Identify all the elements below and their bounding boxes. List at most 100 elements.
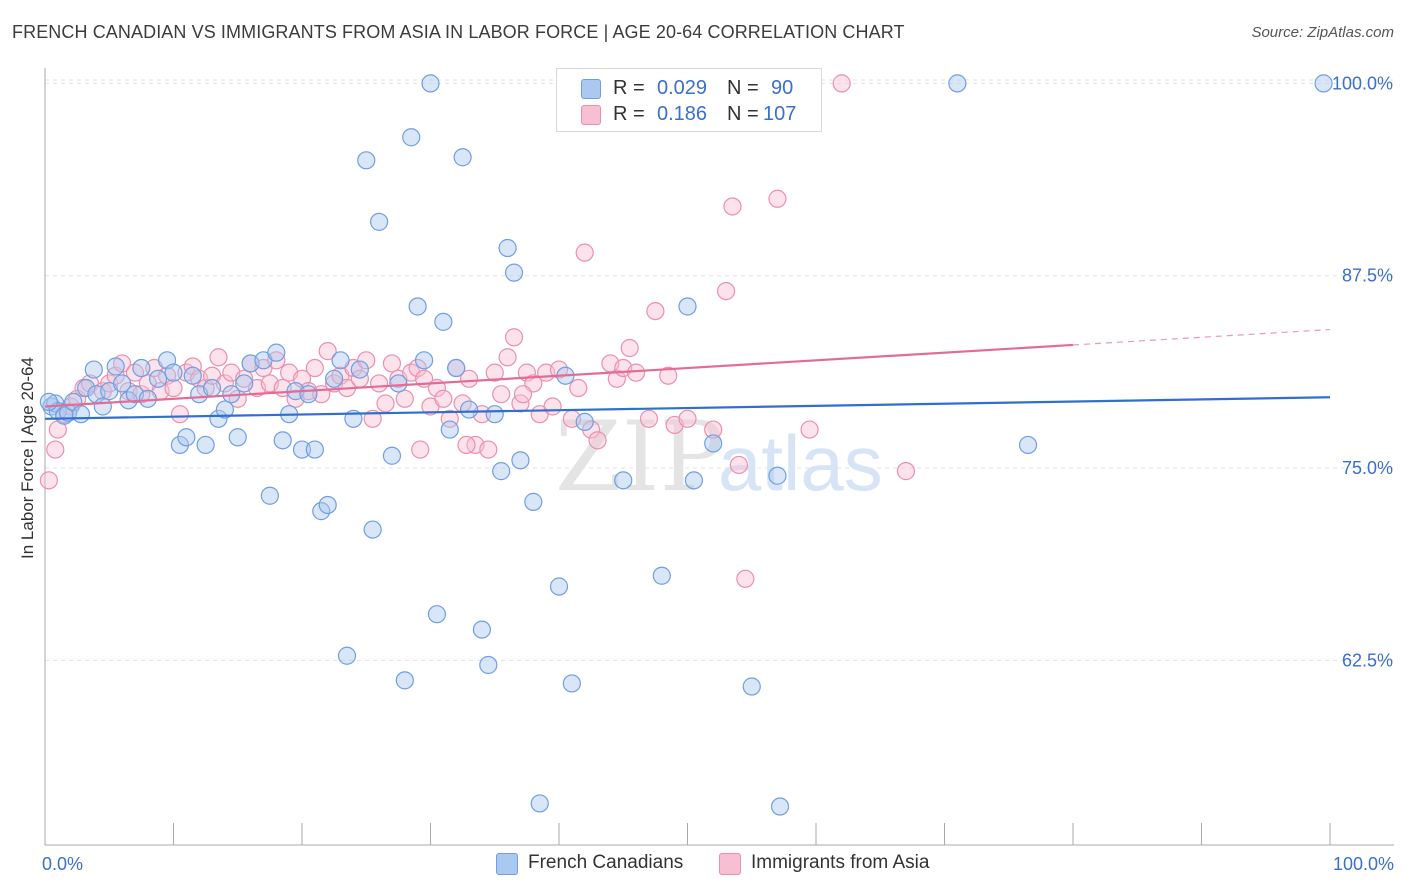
point-french-canadians [363, 520, 382, 539]
point-immigrants-from-asia [457, 435, 476, 455]
legend-n-value: 90 [771, 77, 794, 99]
point-french-canadians [440, 420, 459, 439]
point-immigrants-from-asia [363, 409, 382, 428]
point-immigrants-from-asia [626, 363, 646, 382]
point-immigrants-from-asia [800, 420, 819, 439]
point-french-canadians [678, 297, 697, 316]
point-immigrants-from-asia [434, 389, 453, 408]
legend-r-value: 0.186 [657, 103, 708, 125]
point-french-canadians [106, 357, 125, 376]
chart-source: Source: ZipAtlas.com [1251, 24, 1394, 41]
point-immigrants-from-asia [832, 74, 851, 93]
point-immigrants-from-asia [620, 338, 639, 358]
legend-swatch-blue [581, 79, 601, 99]
point-immigrants-from-asia [459, 369, 479, 388]
point-immigrants-from-asia [723, 197, 742, 216]
legend-r-label: R = [613, 103, 645, 125]
point-french-canadians [948, 74, 967, 93]
point-immigrants-from-asia [209, 348, 228, 367]
point-french-canadians [524, 492, 543, 511]
point-french-canadians [427, 605, 447, 624]
point-french-canadians [337, 646, 357, 665]
bottom-legend-label: French Canadians [528, 852, 684, 873]
point-immigrants-from-asia [395, 389, 414, 408]
point-french-canadians [684, 471, 704, 490]
point-french-canadians [164, 363, 183, 382]
x-tick-labels: 0.0% 100.0% [42, 854, 1394, 874]
point-immigrants-from-asia [569, 378, 588, 398]
point-french-canadians [453, 148, 472, 167]
point-french-canadians [742, 677, 761, 696]
point-french-canadians [459, 400, 479, 419]
point-immigrants-from-asia [305, 358, 324, 378]
point-french-canadians [305, 440, 324, 459]
point-french-canadians [652, 566, 671, 585]
point-immigrants-from-asia [704, 420, 723, 439]
point-french-canadians [614, 471, 633, 490]
point-french-canadians [382, 446, 402, 465]
point-french-canadians [202, 378, 222, 398]
point-french-canadians [472, 620, 491, 639]
point-immigrants-from-asia [543, 397, 562, 416]
point-french-canadians [177, 428, 196, 447]
axes [44, 68, 1394, 846]
trend-line-immigrants-from-asia [44, 343, 1074, 408]
legend-n-label: N = [727, 77, 759, 99]
point-french-canadians [325, 369, 344, 388]
point-french-canadians [138, 389, 157, 408]
point-french-canadians [447, 358, 466, 378]
legend: R = 0.029 N = 90 R = 0.186 N = 107 [556, 68, 822, 132]
legend-swatch-pink [581, 105, 601, 125]
point-immigrants-from-asia [382, 354, 402, 373]
point-immigrants-from-asia [376, 394, 395, 413]
point-immigrants-from-asia [716, 281, 736, 301]
point-french-canadians [292, 440, 312, 459]
x-tick-label: 100.0% [1333, 854, 1394, 874]
point-french-canadians [112, 374, 132, 393]
point-french-canadians [414, 351, 434, 370]
point-immigrants-from-asia [440, 409, 459, 428]
point-french-canadians [77, 378, 96, 398]
point-immigrants-from-asia [485, 363, 504, 382]
point-immigrants-from-asia [479, 440, 498, 459]
trend-lines [44, 328, 1331, 420]
point-french-canadians [575, 412, 594, 431]
legend-n-label: N = [727, 103, 759, 125]
point-french-canadians [485, 405, 504, 424]
point-immigrants-from-asia [659, 366, 678, 385]
point-immigrants-from-asia [646, 302, 665, 321]
point-french-canadians [209, 409, 228, 428]
point-immigrants-from-asia [170, 405, 190, 424]
point-french-canadians [215, 400, 234, 419]
trend-line-french-canadians [44, 396, 1331, 420]
point-french-canadians [492, 462, 511, 481]
legend-r-value: 0.029 [657, 77, 708, 99]
point-immigrants-from-asia [46, 440, 65, 459]
point-immigrants-from-asia [768, 189, 787, 208]
trend-line-immigrants-from-asia-extension [1072, 328, 1331, 346]
point-french-canadians [71, 405, 91, 424]
point-french-canadians [768, 466, 787, 485]
bottom-legend-swatch-blue [496, 853, 518, 875]
point-french-canadians [93, 397, 112, 416]
point-french-canadians [770, 797, 790, 816]
y-tick-label: 87.5% [1342, 266, 1393, 286]
point-immigrants-from-asia [513, 385, 533, 404]
point-french-canadians [273, 431, 292, 450]
point-french-canadians [434, 312, 453, 331]
point-french-canadians [260, 486, 279, 505]
point-french-canadians [84, 360, 103, 379]
point-french-canadians [357, 151, 376, 170]
point-french-canadians [389, 374, 408, 393]
point-immigrants-from-asia [504, 328, 524, 347]
point-immigrants-from-asia [896, 462, 916, 481]
point-immigrants-from-asia [411, 440, 430, 459]
point-french-canadians [350, 360, 369, 379]
point-immigrants-from-asia [498, 348, 517, 367]
point-french-canadians [530, 794, 549, 813]
point-immigrants-from-asia [39, 471, 58, 490]
point-french-canadians [1314, 74, 1333, 93]
point-immigrants-from-asia [736, 569, 755, 588]
watermark-atlas: atlas [718, 419, 883, 507]
